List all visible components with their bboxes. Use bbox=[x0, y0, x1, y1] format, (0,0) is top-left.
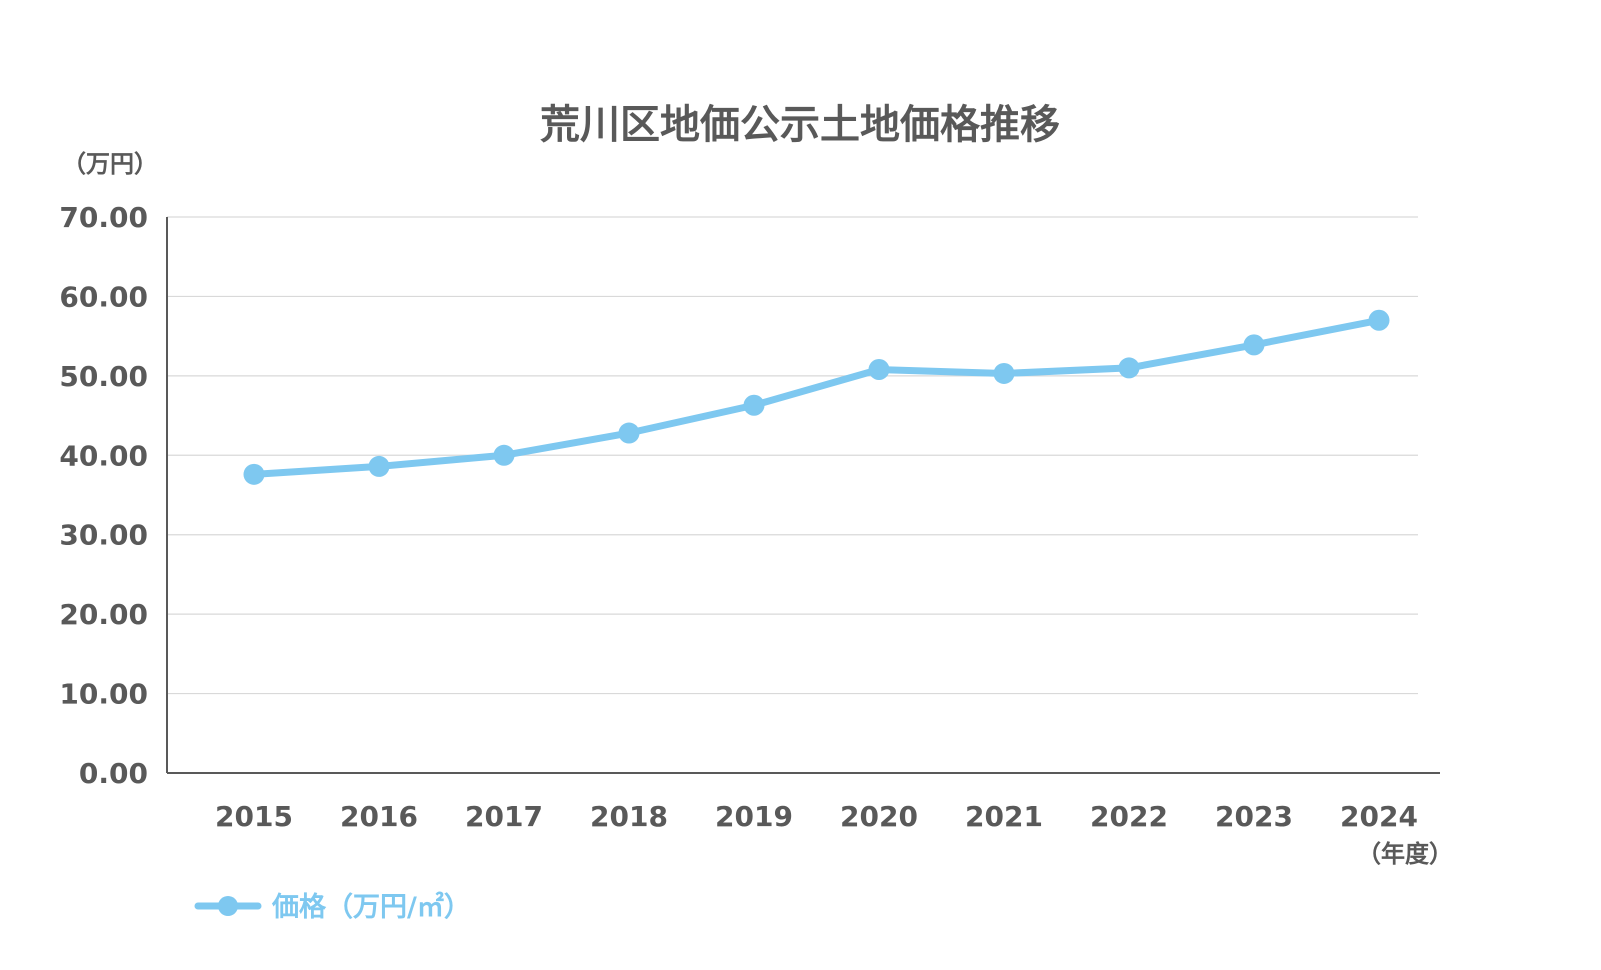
x-tick-label: 2017 bbox=[465, 800, 543, 833]
y-tick-label: 40.00 bbox=[59, 439, 148, 472]
x-tick-label: 2018 bbox=[590, 800, 668, 833]
x-tick-label: 2021 bbox=[965, 800, 1043, 833]
y-tick-label: 60.00 bbox=[59, 280, 148, 313]
data-point-2021 bbox=[993, 362, 1015, 384]
x-axis-tick-labels: 2015 2016 2017 2018 2019 2020 2021 2022 2023 2024 bbox=[215, 800, 1418, 833]
legend: 価格（万円/㎡） bbox=[194, 891, 471, 923]
data-point-2016 bbox=[368, 455, 390, 477]
x-axis-unit-label: （年度） bbox=[1357, 840, 1453, 868]
x-tick-label: 2023 bbox=[1215, 800, 1293, 833]
data-point-2022 bbox=[1118, 357, 1140, 379]
grid-lines bbox=[167, 216, 1418, 695]
y-tick-label: 0.00 bbox=[79, 757, 148, 790]
x-tick-label: 2015 bbox=[215, 800, 293, 833]
y-tick-label: 10.00 bbox=[59, 678, 148, 711]
y-tick-label: 30.00 bbox=[59, 519, 148, 552]
x-tick-label: 2019 bbox=[715, 800, 793, 833]
data-point-2024 bbox=[1368, 309, 1390, 331]
y-tick-label: 20.00 bbox=[59, 598, 148, 631]
data-point-2017 bbox=[493, 444, 515, 466]
series-line bbox=[250, 316, 1383, 478]
data-point-2019 bbox=[743, 394, 765, 416]
series-price bbox=[243, 309, 1390, 485]
x-tick-label: 2020 bbox=[840, 800, 918, 833]
chart-title: 荒川区地価公示土地価格推移 bbox=[540, 102, 1060, 148]
y-axis-unit-label: （万円） bbox=[62, 150, 158, 178]
data-point-2020 bbox=[868, 359, 890, 381]
y-axis-tick-labels: 0.00 10.00 20.00 30.00 40.00 50.00 60.00 70.00 bbox=[59, 201, 148, 790]
data-point-2018 bbox=[618, 422, 640, 444]
x-tick-label: 2016 bbox=[340, 800, 418, 833]
data-point-2023 bbox=[1243, 334, 1265, 356]
y-tick-label: 70.00 bbox=[59, 201, 148, 234]
data-point-2015 bbox=[243, 463, 265, 485]
legend-label: 価格（万円/㎡） bbox=[271, 891, 471, 923]
y-tick-label: 50.00 bbox=[59, 360, 148, 393]
legend-point-marker bbox=[218, 896, 238, 916]
x-tick-label: 2022 bbox=[1090, 800, 1168, 833]
x-tick-label: 2024 bbox=[1340, 800, 1418, 833]
